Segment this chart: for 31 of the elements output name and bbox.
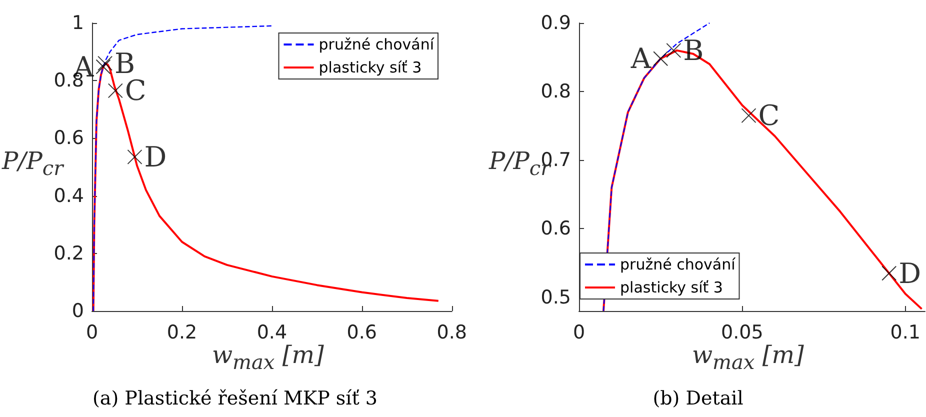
annotation: D	[898, 256, 922, 290]
x-tick-label: 0.05	[721, 322, 764, 344]
annotation: D	[144, 140, 167, 174]
y-tick-label: 0.6	[540, 218, 571, 240]
x-tick-label: 0.6	[346, 322, 378, 344]
y-tick-label: 0.6	[54, 127, 84, 150]
x-tick-label: 0.8	[436, 322, 467, 344]
y-tick-label: 0.9	[540, 12, 571, 34]
annotation: A	[630, 42, 652, 76]
legend-label: plasticky síť 3	[620, 278, 723, 296]
x-tick-label: 0.2	[166, 322, 198, 344]
x-tick-label: 0	[86, 322, 98, 344]
legend-label: pružné chování	[318, 36, 435, 54]
y-tick-label: 0.4	[54, 184, 84, 207]
legend-label: plasticky síť 3	[318, 58, 422, 76]
text: (a) Plastické řešení MKP síť 3	[92, 388, 378, 410]
x-tick-label: 0.1	[890, 322, 921, 344]
y-tick-label: 0	[72, 300, 84, 322]
legend-label: pružné chování	[620, 256, 736, 274]
annotation: C	[758, 99, 780, 132]
text: (b) Detail	[652, 388, 744, 410]
x-tick-label: 0	[572, 322, 586, 344]
x-axis-title: w$_{max}$ [m]	[212, 341, 324, 374]
y-tick-label: 0.2	[54, 242, 84, 264]
y-axis-title: P/P$_{cr}$	[2, 147, 64, 180]
x-axis-title: w$_{max}$ [m]	[692, 341, 804, 374]
x-tick-label: 0.4	[256, 322, 288, 344]
line-series	[92, 25, 273, 312]
y-tick-label: 0.5	[540, 286, 571, 308]
y-tick-label: 1	[72, 12, 84, 34]
y-tick-label: 0.8	[540, 80, 571, 103]
